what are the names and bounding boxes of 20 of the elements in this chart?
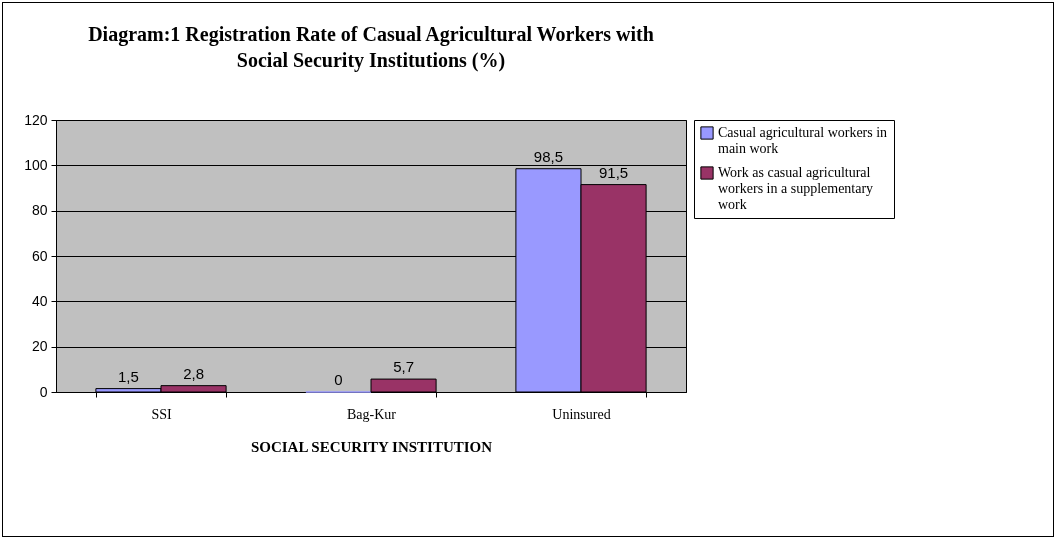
- x-tick-label: Bag-Kur: [347, 406, 397, 422]
- y-tick-label: 0: [39, 383, 48, 400]
- data-label: 0: [334, 371, 343, 388]
- data-label: 5,7: [393, 358, 414, 376]
- y-tick-label: 40: [31, 292, 48, 309]
- legend-label: Casual agricultural workers in main work: [718, 125, 888, 156]
- data-label: 2,8: [183, 364, 204, 382]
- x-axis-title: SOCIAL SECURITY INSTITUTION: [250, 438, 493, 455]
- y-tick-label: 80: [31, 202, 48, 219]
- y-tick-label: 20: [31, 338, 48, 355]
- data-label: 91,5: [598, 163, 629, 181]
- data-label: 1,5: [118, 367, 139, 385]
- y-tick-label: 60: [31, 247, 48, 264]
- legend-label: Work as casual agricultural workers in a supplementary work: [718, 165, 874, 212]
- y-tick-label: 120: [24, 111, 48, 128]
- chart-title: Diagram:1 Registration Rate of Casual Agricultural Workers with Social Security Institutions (%): [88, 23, 654, 72]
- y-tick-label: 100: [24, 156, 48, 173]
- data-label: 98,5: [533, 147, 564, 165]
- x-tick-label: Uninsured: [552, 406, 611, 422]
- x-tick-label: SSI: [151, 406, 172, 422]
